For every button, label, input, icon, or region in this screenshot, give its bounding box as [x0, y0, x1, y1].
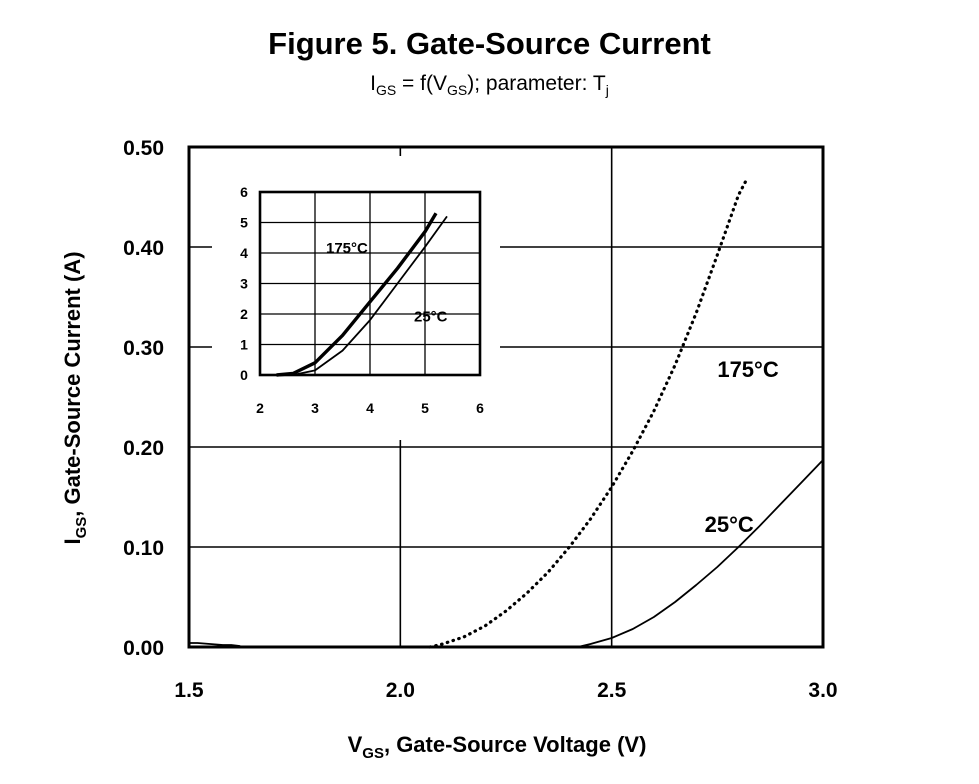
x-tick-label: 3.0 [808, 679, 837, 702]
inset-series-line-175C [276, 212, 438, 377]
y-tick-label: 0.10 [123, 537, 164, 560]
figure-subtitle: IGS = f(VGS); parameter: Tj [0, 72, 979, 98]
subtitle-mid: = f(V [396, 72, 447, 95]
y-axis-label-sub: GS [73, 517, 90, 539]
y-axis-label: IGS, Gate-Source Current (A) [60, 251, 90, 544]
subtitle-sub-j: j [605, 82, 609, 99]
y-tick-label: 0.30 [123, 337, 164, 360]
series-line-175C [428, 177, 749, 649]
y-tick-label: 0.00 [123, 637, 164, 660]
subtitle-prefix: I [370, 72, 376, 95]
inset-y-tick-label: 2 [240, 306, 248, 322]
figure-title: Figure 5. Gate-Source Current [268, 26, 711, 61]
x-axis-label-sub: GS [362, 745, 384, 762]
inset-y-tick-label: 6 [240, 184, 248, 200]
y-tick-label: 0.50 [123, 137, 164, 160]
series-line-25C [577, 459, 824, 648]
inset-y-tick-label: 1 [240, 337, 248, 353]
inset-y-tick-label: 3 [240, 276, 248, 292]
y-axis-label-main: I [60, 538, 85, 544]
main-tick-labels: 1.5 2.0 2.5 3.0 0.00 0.10 0.20 0.30 0.40 0.50 [123, 137, 837, 702]
main-series [188, 177, 824, 649]
inset-series-label: 175°C [326, 240, 368, 257]
inset-chart: 2 3 4 5 6 0 1 2 3 4 5 6 175°C 25°C [240, 184, 484, 416]
y-axis-label-rest: , Gate-Source Current (A) [60, 251, 85, 516]
inset-x-tick-label: 3 [311, 400, 319, 416]
inset-x-tick-label: 2 [256, 400, 264, 416]
series-label: 25°C [705, 512, 754, 537]
main-plot-frame [187, 145, 825, 649]
inset-x-tick-label: 4 [366, 400, 374, 416]
main-grid [189, 147, 823, 647]
x-axis-label-main: V [348, 732, 363, 757]
subtitle-sub-gs2: GS [447, 82, 468, 99]
inset-series-line-25C [292, 215, 448, 376]
inset-x-tick-label: 5 [421, 400, 429, 416]
x-axis-label-rest: , Gate-Source Voltage (V) [384, 732, 646, 757]
series-line-baseline [188, 642, 241, 647]
main-series-labels: 175°C 25°C [705, 357, 779, 537]
x-tick-label: 2.5 [597, 679, 627, 702]
inset-frame [258, 190, 482, 377]
y-tick-label: 0.40 [123, 237, 164, 260]
inset-series-label: 25°C [414, 309, 448, 326]
series-label: 175°C [717, 357, 779, 382]
inset-x-tick-label: 6 [476, 400, 484, 416]
x-axis-label: VGS, Gate-Source Voltage (V) [348, 732, 647, 762]
inset-y-tick-label: 0 [240, 367, 248, 383]
inset-y-tick-label: 5 [240, 215, 248, 231]
subtitle-suffix: ); parameter: T [467, 72, 606, 95]
x-tick-label: 1.5 [174, 679, 204, 702]
x-tick-label: 2.0 [386, 679, 415, 702]
y-tick-label: 0.20 [123, 437, 164, 460]
subtitle-sub-gs1: GS [375, 82, 397, 99]
inset-y-tick-label: 4 [240, 245, 248, 261]
